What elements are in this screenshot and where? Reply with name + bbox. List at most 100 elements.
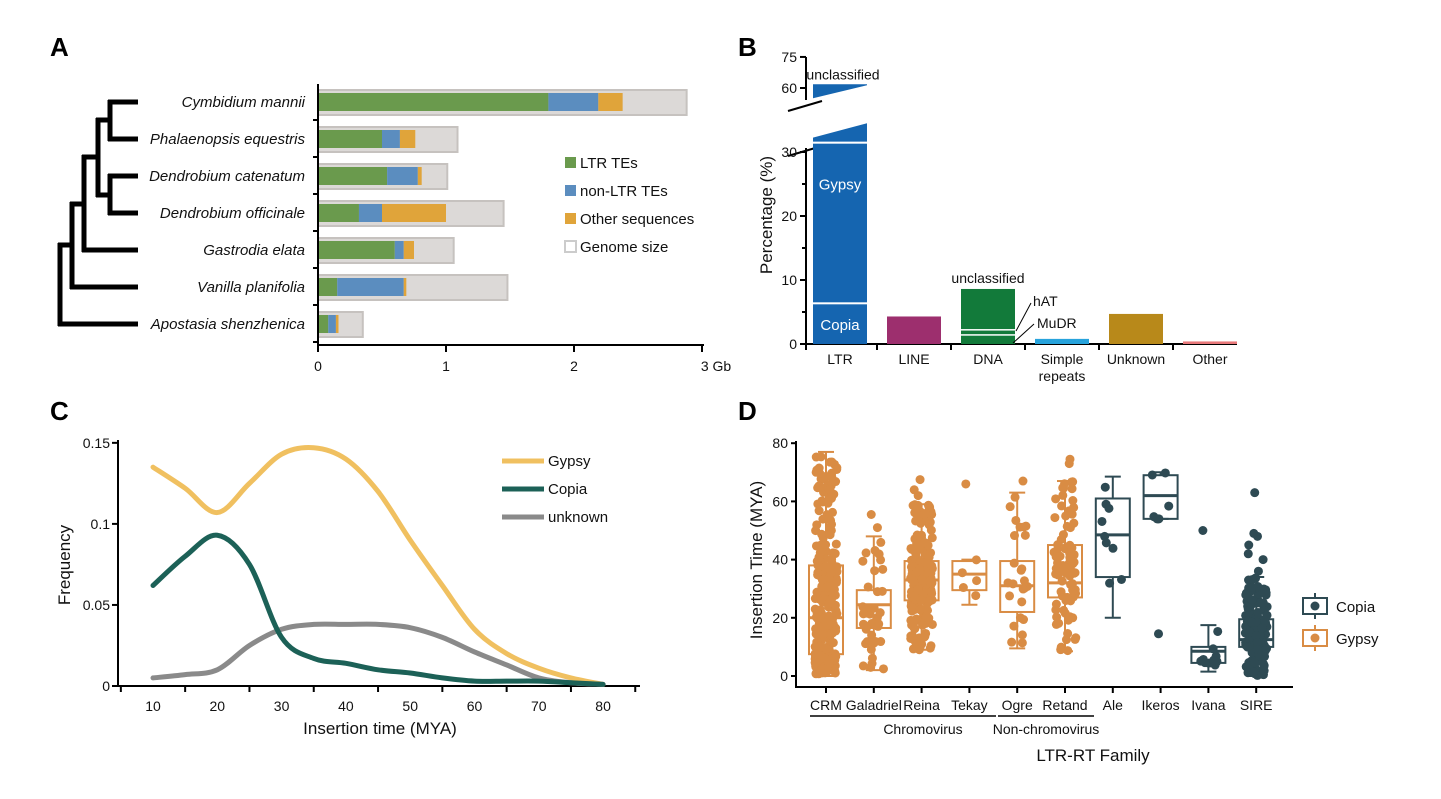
legend-swatch — [564, 240, 577, 253]
data-point — [917, 575, 927, 585]
outlier-point — [1249, 528, 1259, 538]
outlier-point — [1154, 629, 1164, 639]
data-point — [916, 595, 926, 605]
x-tick-label: Other — [1192, 351, 1227, 367]
legend-swatch — [565, 185, 576, 196]
data-point — [1152, 514, 1162, 524]
data-point — [872, 587, 882, 597]
data-point — [1053, 570, 1063, 580]
outlier-point — [1018, 476, 1028, 486]
x-tick-label: CRM — [810, 697, 842, 713]
data-point — [814, 506, 824, 516]
x-tick-label: 60 — [467, 698, 483, 714]
y-tick-label: 80 — [772, 435, 788, 451]
data-point — [811, 526, 821, 536]
data-point — [1100, 482, 1110, 492]
bar-segment-non-ltr-tes — [387, 167, 418, 185]
x-tick-label: Simple — [1041, 351, 1084, 367]
species-label: Apostasia shenzhenica — [150, 316, 305, 333]
data-point — [831, 477, 841, 487]
data-point — [1058, 530, 1068, 540]
data-point — [1209, 655, 1219, 665]
segment-label-copia: Copia — [820, 317, 860, 334]
data-point — [818, 630, 828, 640]
bar-segment-non-ltr-tes — [394, 241, 404, 259]
legend-point-icon — [1310, 601, 1320, 611]
data-point — [926, 587, 936, 597]
x-tick-label: Reina — [903, 697, 940, 713]
species-label: Phalaenopsis equestris — [150, 131, 306, 148]
panel-label-b: B — [738, 32, 757, 62]
series-line-gypsy — [150, 445, 606, 687]
bar-segment-other-sequences — [335, 315, 339, 333]
data-point — [1056, 645, 1066, 655]
data-point — [914, 645, 924, 655]
data-point — [1101, 538, 1111, 548]
data-point — [1245, 627, 1255, 637]
data-point — [876, 537, 886, 547]
data-point — [1067, 477, 1077, 487]
data-point — [867, 653, 877, 663]
data-point — [813, 499, 823, 509]
data-point — [920, 631, 930, 641]
x-tick-label: DNA — [973, 351, 1003, 367]
data-point — [1061, 568, 1071, 578]
legend-label: Genome size — [580, 239, 668, 256]
y-axis-title: Frequency — [55, 524, 74, 605]
bar-simple-repeats — [1035, 338, 1089, 344]
panel-label-c: C — [50, 396, 69, 426]
outlier-point — [866, 509, 876, 519]
x-tick-label: 40 — [338, 698, 354, 714]
x-tick-label: 10 — [145, 698, 161, 714]
data-point — [858, 556, 868, 566]
data-point — [870, 545, 880, 555]
data-point — [1065, 612, 1075, 622]
data-point — [1050, 513, 1060, 523]
data-point — [1104, 503, 1114, 513]
data-point — [912, 510, 922, 520]
box — [1094, 497, 1131, 579]
data-point — [821, 540, 831, 550]
legend-label: Copia — [1336, 599, 1376, 616]
bar-segment-mudr — [961, 335, 1015, 344]
data-point — [1063, 646, 1073, 656]
data-point — [818, 514, 828, 524]
x-tick-label: LINE — [898, 351, 929, 367]
bar-segment-unclassified-lower — [813, 123, 867, 142]
data-point — [921, 558, 931, 568]
x-tick-label: Tekay — [951, 697, 988, 713]
legend-point-icon — [1310, 633, 1320, 643]
group-label: Chromovirus — [883, 721, 962, 737]
data-point — [1057, 501, 1067, 511]
species-label: Dendrobium catenatum — [149, 168, 305, 185]
y-tick-label: 20 — [772, 610, 788, 626]
bar-segment-non-ltr-tes — [337, 278, 404, 296]
data-point — [827, 457, 837, 467]
y-tick-label: 0 — [102, 678, 110, 694]
data-point — [1019, 576, 1029, 586]
outlier-point — [1258, 555, 1268, 565]
data-point — [831, 539, 841, 549]
data-point — [824, 659, 834, 669]
data-point — [924, 520, 934, 530]
bar-segment-unclassified-upper — [813, 84, 867, 99]
bar-other — [1183, 341, 1237, 344]
data-point — [1005, 591, 1015, 601]
y-tick-label: 0.1 — [91, 516, 111, 532]
data-point — [1059, 605, 1069, 615]
data-point — [819, 614, 829, 624]
legend-swatch — [565, 157, 576, 168]
bar-unknown — [1109, 313, 1163, 344]
outlier-point — [872, 523, 882, 533]
y-tick-label: 30 — [781, 144, 797, 160]
x-tick-label: 80 — [595, 698, 611, 714]
species-label: Vanilla planifolia — [197, 279, 305, 296]
data-point — [1018, 584, 1028, 594]
bar-line — [887, 316, 941, 344]
bar-segment-hat — [961, 330, 1015, 335]
panel-label-a: A — [50, 32, 69, 62]
data-point — [811, 467, 821, 477]
data-point — [810, 658, 820, 668]
y-tick-label: 40 — [772, 552, 788, 568]
data-point — [918, 620, 928, 630]
